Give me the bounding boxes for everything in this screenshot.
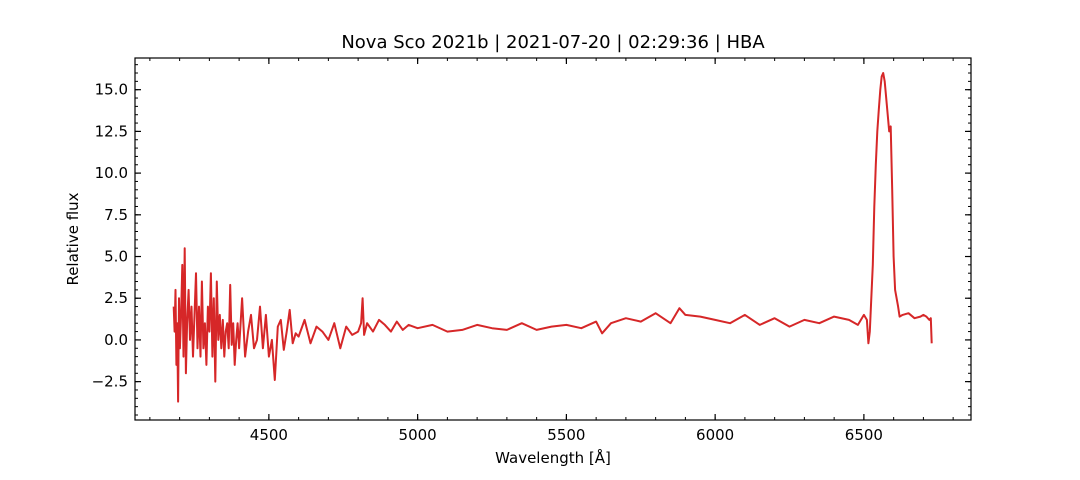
plot-frame <box>134 57 972 421</box>
y-tick-label: 15.0 <box>95 81 128 99</box>
x-tick-label: 6500 <box>845 426 883 444</box>
chart-title: Nova Sco 2021b | 2021-07-20 | 02:29:36 |… <box>341 32 765 53</box>
x-tick-label: 4500 <box>250 426 288 444</box>
y-tick-label: 0.0 <box>104 331 128 349</box>
series-layer <box>172 72 933 403</box>
y-tick-label: 2.5 <box>104 289 128 307</box>
x-tick-label: 5500 <box>547 426 585 444</box>
x-tick-label: 5000 <box>399 426 437 444</box>
y-tick-label: 10.0 <box>95 164 128 182</box>
axis-tick-labels: 4500 5000 5500 6000 6500 −2.5 0.0 2.5 5.0 7.5 10.0… <box>92 81 883 444</box>
y-axis-label: Relative flux <box>64 192 82 285</box>
spectrum-series-line <box>172 72 933 403</box>
y-tick-label: −2.5 <box>92 373 128 391</box>
x-tick-label: 6000 <box>696 426 734 444</box>
x-axis-label: Wavelength [Å] <box>495 448 611 467</box>
y-tick-label: 12.5 <box>95 122 128 140</box>
y-tick-label: 5.0 <box>104 248 128 266</box>
y-tick-label: 7.5 <box>104 206 128 224</box>
